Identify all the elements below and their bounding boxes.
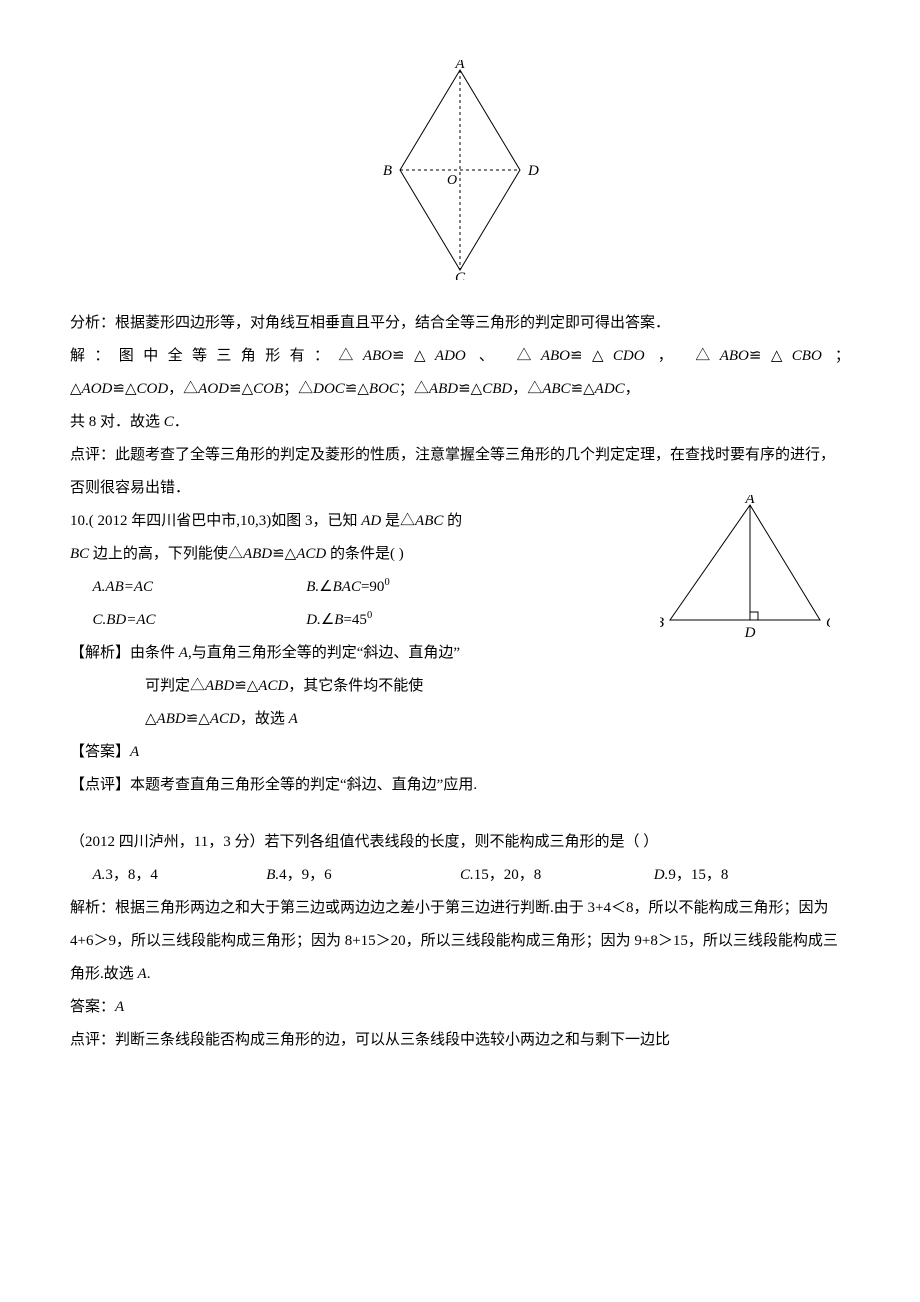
solution-1-line3: 共 8 对．故选 C． [70, 406, 850, 439]
q11-choice-c: C.15，20，8 [460, 859, 650, 892]
q10-block: A B C D 10.( 2012 年四川省巴中市,10,3)如图 3，已知 A… [70, 505, 850, 637]
q10-choice-d: D.∠B=450 [306, 604, 372, 637]
q11-comment: 点评：判断三条线段能否构成三角形的边，可以从三条线段中选较小两边之和与剩下一边比 [70, 1024, 850, 1057]
q11-analysis: 解析：根据三角形两边之和大于第三边或两边边之差小于第三边进行判断.由于 3+4＜… [70, 892, 850, 991]
q11-stem: （2012 四川泸州，11，3 分）若下列各组值代表线段的长度，则不能构成三角形… [70, 826, 850, 859]
q10-analysis-l2: 可判定△ABD≌△ACD，其它条件均不能使 [70, 670, 850, 703]
solution-1-line2: △AOD≌△COD，△AOD≌△COB；△DOC≌△BOC；△ABD≌△CBD，… [70, 373, 850, 406]
svg-text:C: C [455, 270, 466, 280]
rhombus-figure: A B C D O [70, 60, 850, 293]
q10-choice-c: C.BD=AC [93, 604, 303, 637]
triangle-figure: A B C D [660, 495, 830, 658]
analysis-text: 根据菱形四边形等，对角线互相垂直且平分，结合全等三角形的判定即可得出答案． [115, 315, 670, 331]
q10-comment: 【点评】本题考查直角三角形全等的判定“斜边、直角边”应用. [70, 769, 850, 802]
svg-text:A: A [744, 495, 755, 507]
svg-text:D: D [744, 625, 756, 641]
svg-text:O: O [447, 173, 457, 188]
q10-answer: 【答案】A [70, 736, 850, 769]
svg-text:B: B [383, 163, 392, 179]
q11-choice-b: B.4，9，6 [266, 859, 456, 892]
q11-choice-a: A.3，8，4 [93, 859, 263, 892]
svg-text:B: B [660, 615, 664, 631]
q10-choice-a: A.AB=AC [93, 571, 303, 604]
analysis-1: 分析：根据菱形四边形等，对角线互相垂直且平分，结合全等三角形的判定即可得出答案． [70, 307, 850, 340]
svg-text:A: A [454, 60, 465, 72]
q11-answer: 答案：A [70, 991, 850, 1024]
q10-choice-b: B.∠BAC=900 [306, 571, 389, 604]
svg-text:D: D [527, 163, 539, 179]
svg-text:C: C [826, 615, 830, 631]
analysis-label: 分析： [70, 315, 115, 331]
rhombus-svg: A B C D O [380, 60, 540, 280]
triangle-svg: A B C D [660, 495, 830, 645]
q11-choices: A.3，8，4 B.4，9，6 C.15，20，8 D.9，15，8 [70, 859, 850, 892]
q10-analysis-l3: △ABD≌△ACD，故选 A [70, 703, 850, 736]
q11-choice-d: D.9，15，8 [654, 859, 804, 892]
solution-1-line1: 解：图中全等三角形有：△ABO≌△ADO 、 △ABO≌△CDO ， △ABO≌… [70, 340, 850, 373]
